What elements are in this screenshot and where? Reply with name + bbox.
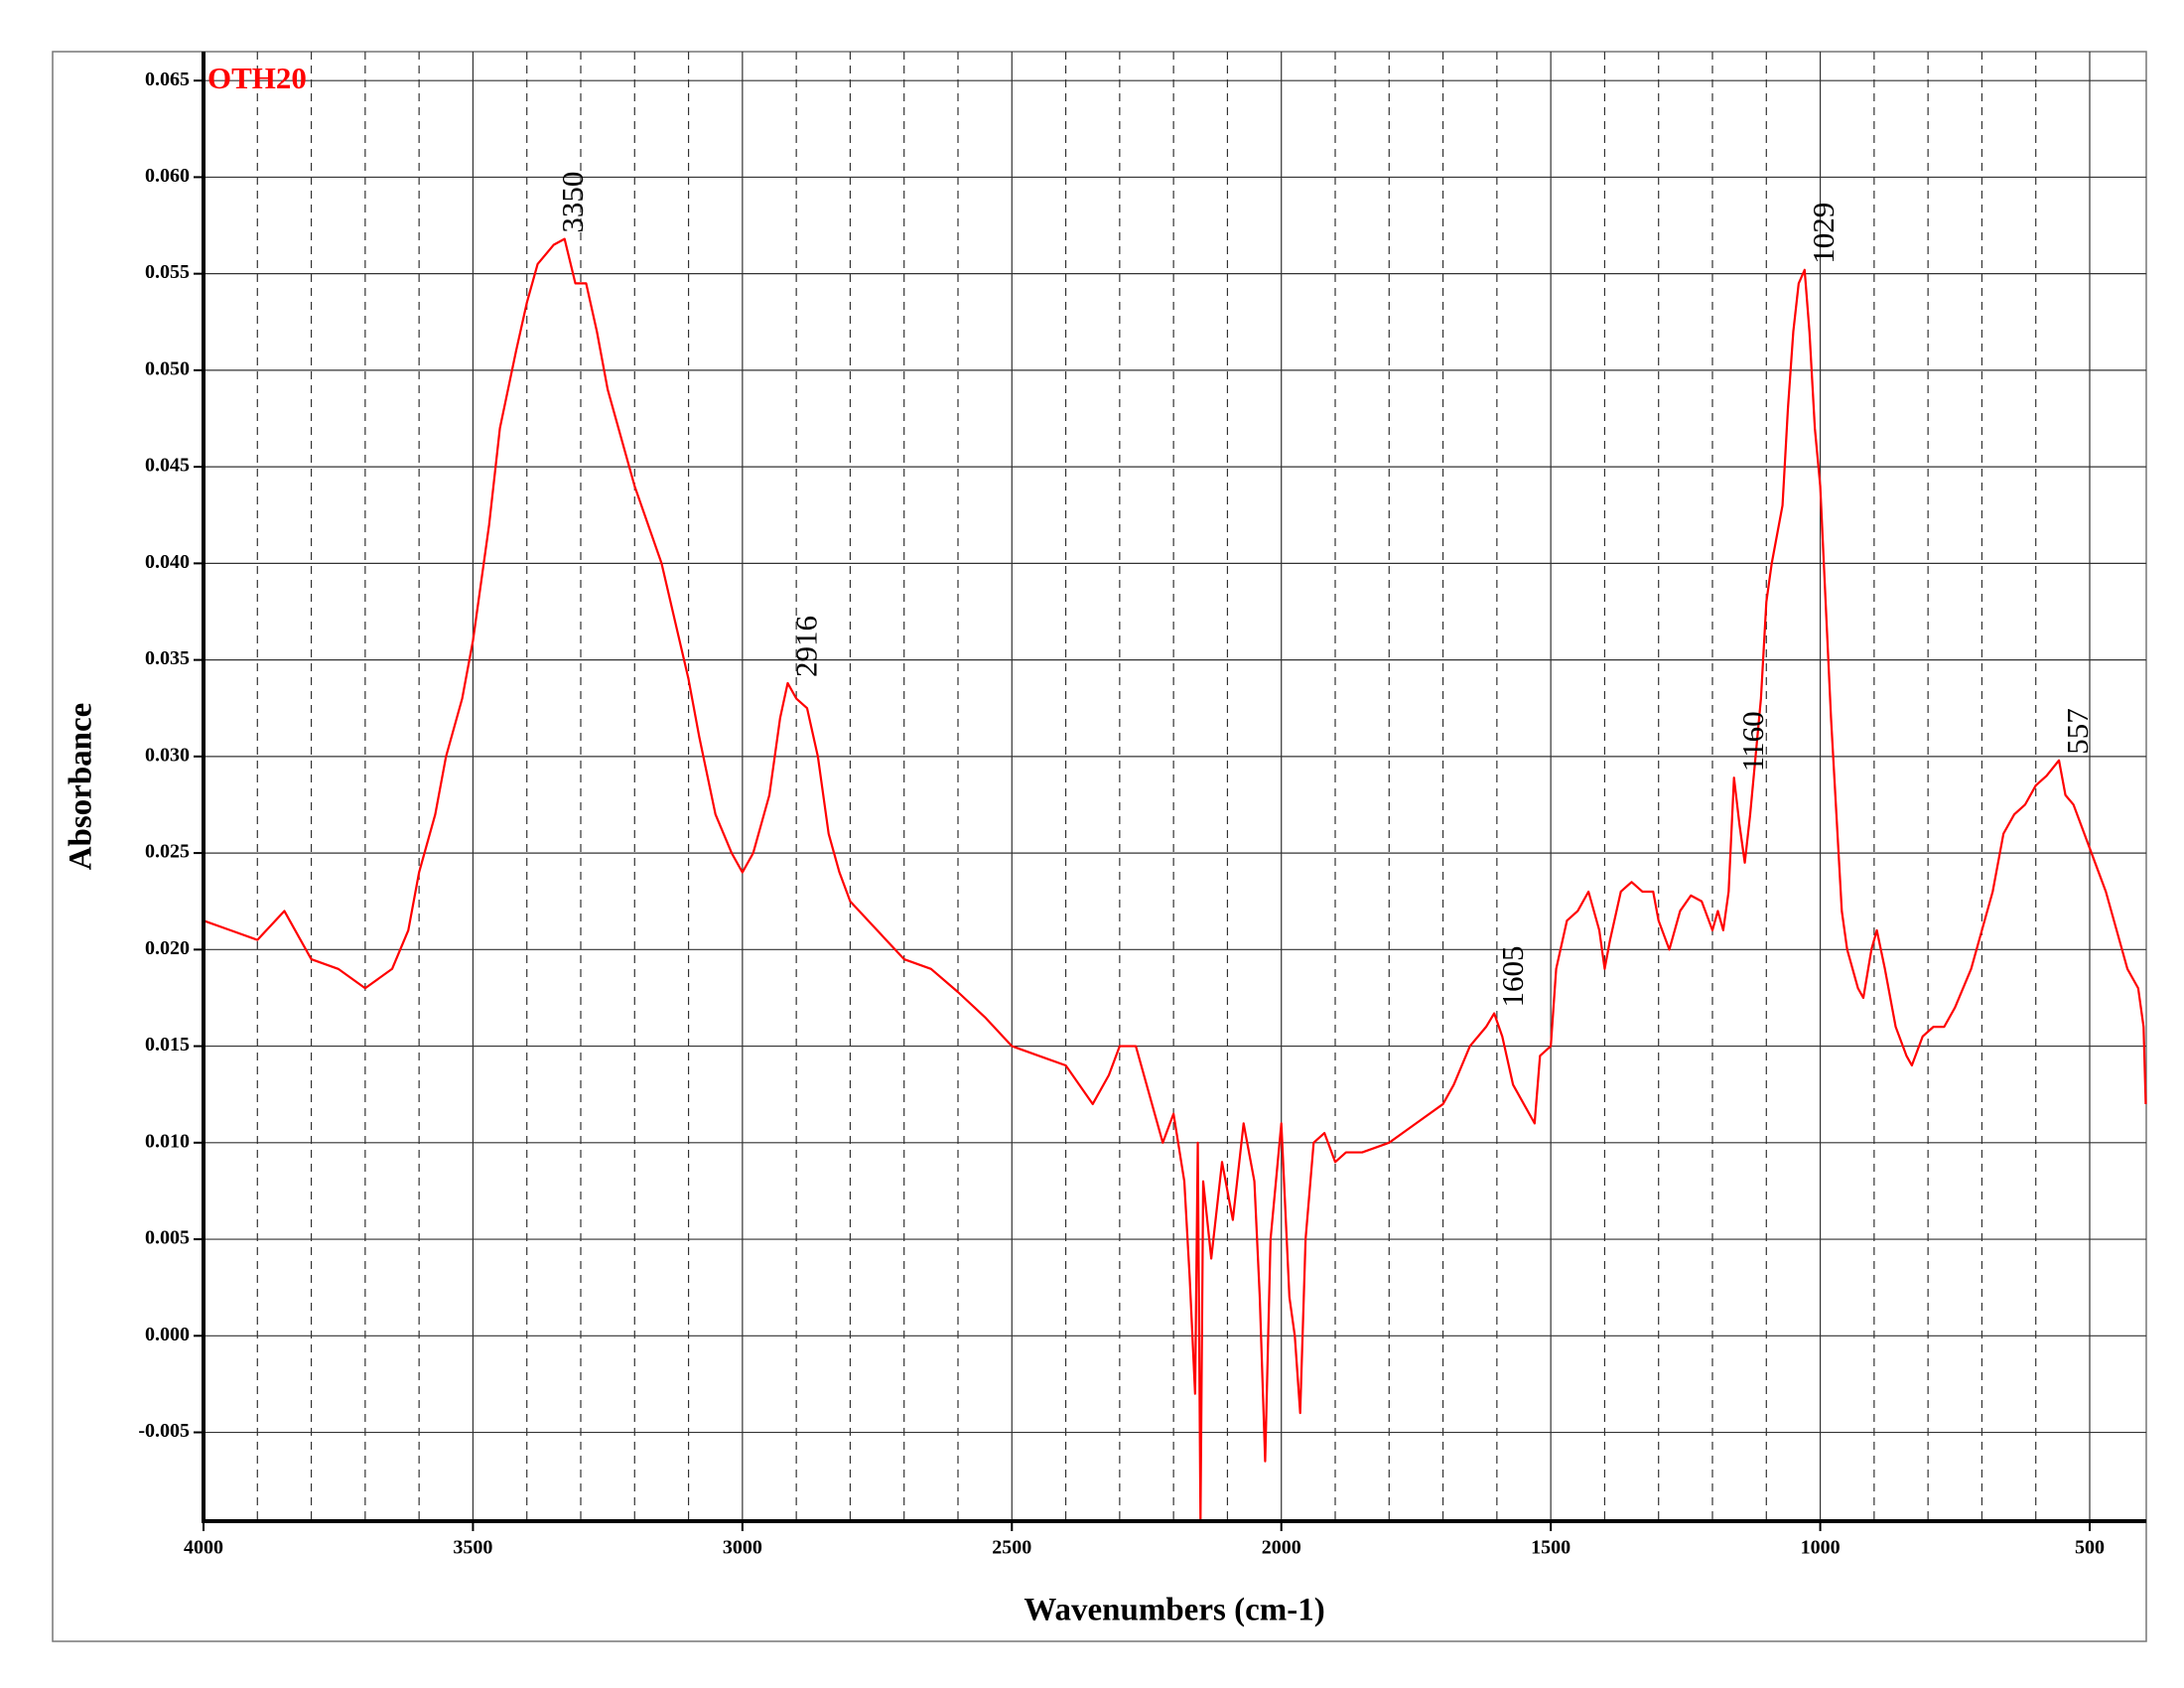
- y-tick-label: 0.030: [145, 744, 190, 766]
- peak-label: 557: [2060, 708, 2095, 755]
- peak-label: 1605: [1495, 946, 1530, 1008]
- x-axis-label: Wavenumbers (cm-1): [1024, 1593, 1324, 1628]
- y-tick-label: 0.025: [145, 841, 190, 863]
- y-axis-label: Absorbance: [64, 703, 99, 871]
- y-tick-label: 0.060: [145, 165, 190, 187]
- grid: [203, 52, 2146, 1521]
- x-tick-label: 1500: [1531, 1537, 1570, 1559]
- plot-area: [203, 237, 2147, 1523]
- x-tick-label: 1000: [1801, 1537, 1841, 1559]
- y-tick-label: 0.065: [145, 69, 190, 90]
- y-tick-label: 0.055: [145, 261, 190, 283]
- peak-label: 1160: [1735, 711, 1770, 772]
- x-tick-label: 4000: [184, 1537, 223, 1559]
- legend-entry: OTH20: [207, 61, 307, 95]
- y-tick-label: 0.005: [145, 1227, 190, 1249]
- y-tick-label: 0.015: [145, 1034, 190, 1055]
- x-tick-label: 3500: [453, 1537, 492, 1559]
- peak-label: 1029: [1806, 203, 1841, 264]
- y-tick-label: -0.005: [138, 1420, 190, 1442]
- y-tick-label: 0.035: [145, 647, 190, 669]
- x-tick-label: 500: [2075, 1537, 2105, 1559]
- x-tick-label: 3000: [723, 1537, 762, 1559]
- frame: [52, 51, 2147, 1642]
- peak-label: 3350: [555, 172, 590, 233]
- peak-label: 2916: [789, 616, 824, 677]
- y-tick-label: 0.050: [145, 357, 190, 379]
- x-tick-label: 2500: [992, 1537, 1031, 1559]
- spectrum-line: [203, 237, 2147, 1523]
- y-tick-label: 0.000: [145, 1324, 190, 1345]
- y-tick-label: 0.040: [145, 551, 190, 573]
- y-tick-label: 0.020: [145, 937, 190, 959]
- x-tick-label: 2000: [1262, 1537, 1301, 1559]
- y-tick-label: 0.010: [145, 1130, 190, 1152]
- y-tick-label: 0.045: [145, 455, 190, 477]
